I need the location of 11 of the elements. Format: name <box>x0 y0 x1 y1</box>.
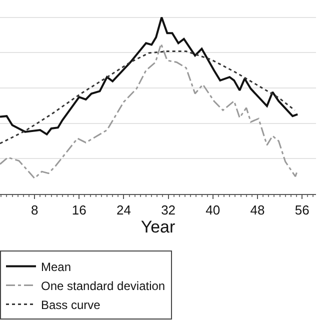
x-tick-label: 16 <box>72 202 86 218</box>
x-tick-label: 24 <box>116 202 131 218</box>
x-tick-label: 40 <box>206 202 220 218</box>
x-tick-label: 32 <box>161 202 176 218</box>
x-tick-label: 56 <box>294 202 310 218</box>
legend-label: Mean <box>41 260 72 274</box>
x-tick-label: 48 <box>250 202 265 218</box>
x-tick-label: 8 <box>30 202 38 218</box>
legend-label: Bass curve <box>41 298 101 312</box>
legend-label: One standard deviation <box>41 278 166 293</box>
x-axis-title: Year <box>140 218 176 237</box>
